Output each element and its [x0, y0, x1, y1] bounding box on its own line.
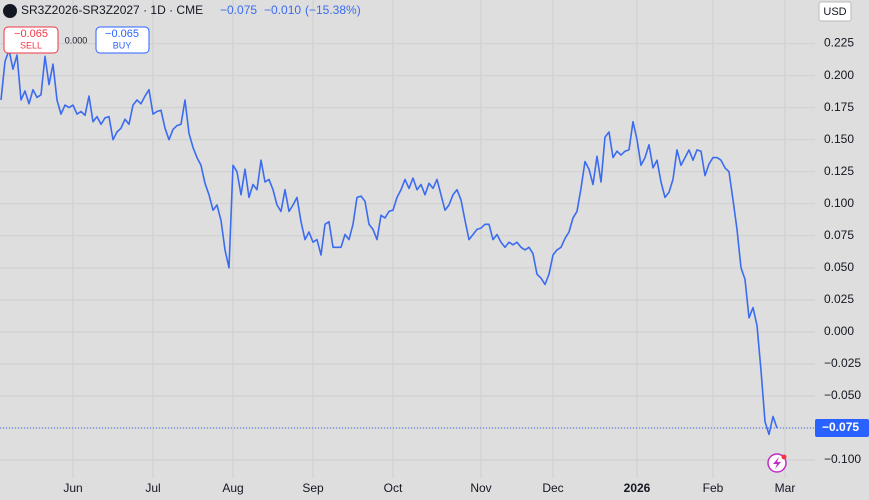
currency[interactable]: USD: [823, 6, 846, 18]
last-change: −0.075: [220, 3, 257, 17]
y-tick-label: 0.000: [824, 324, 854, 338]
y-tick-label: 0.050: [824, 260, 854, 274]
line-layer: [0, 49, 778, 436]
last-price-label: −0.075: [822, 420, 859, 434]
y-tick-label: 0.200: [824, 68, 854, 82]
x-tick-label: Oct: [384, 481, 403, 495]
y-tick-label: 0.150: [824, 132, 854, 146]
x-tick-label: Dec: [542, 481, 563, 495]
alert-bolt: [773, 457, 781, 469]
y-tick-label: 0.125: [824, 164, 854, 178]
y-tick-label: 0.025: [824, 292, 854, 306]
x-tick-label: 2026: [624, 481, 651, 495]
x-tick-label: Jul: [145, 481, 160, 495]
x-tick-label: Nov: [470, 481, 491, 495]
buy-label[interactable]: BUY: [113, 40, 132, 50]
x-tick-label: Jun: [63, 481, 82, 495]
sell-button[interactable]: [3, 26, 59, 54]
buy-price[interactable]: −0.065: [105, 28, 139, 40]
x-tick-label: Sep: [302, 481, 324, 495]
sell-label[interactable]: SELL: [20, 40, 42, 50]
buy-button[interactable]: [95, 26, 150, 54]
change: −0.010: [264, 3, 301, 17]
price-line: [0, 49, 778, 436]
last-price-tag: [815, 419, 869, 438]
currency-box[interactable]: [818, 1, 852, 22]
y-tick-label: 0.100: [824, 196, 854, 210]
x-tick-label: Aug: [222, 481, 243, 495]
sell-price[interactable]: −0.065: [14, 28, 48, 40]
x-tick-label: Mar: [775, 481, 796, 495]
grid-layer: [0, 0, 815, 478]
spread: 0.000: [65, 35, 88, 45]
alert-dot: [781, 454, 787, 460]
x-tick-label: Feb: [703, 481, 724, 495]
symbol: SR3Z2026-SR3Z2027 · 1D · CME: [21, 3, 203, 17]
y-tick-label: −0.050: [824, 388, 861, 402]
y-tick-label: 0.075: [824, 228, 854, 242]
change-pct: (−15.38%): [305, 3, 361, 17]
symbol-icon: [3, 4, 17, 18]
y-tick-label: −0.025: [824, 356, 861, 370]
y-tick-label: −0.100: [824, 452, 861, 466]
y-tick-label: 0.175: [824, 100, 854, 114]
y-tick-label: 0.225: [824, 36, 854, 50]
